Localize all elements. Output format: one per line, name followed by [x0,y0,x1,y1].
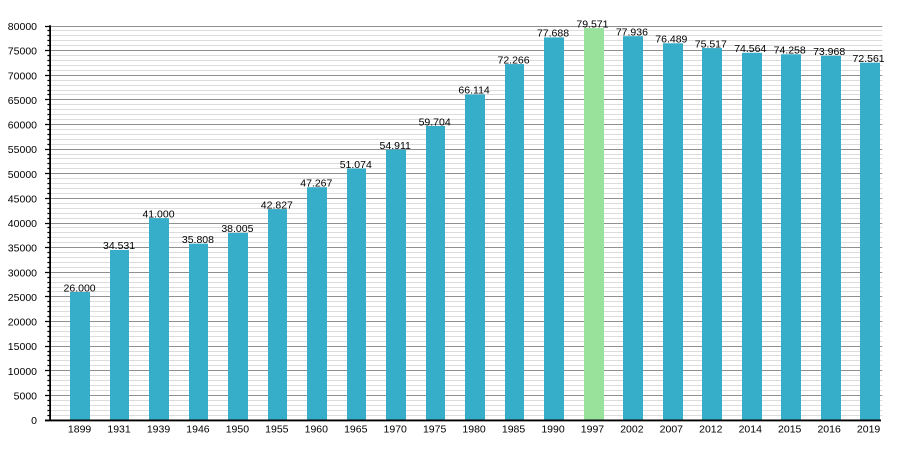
svg-text:35000: 35000 [8,243,37,255]
svg-text:2015: 2015 [778,424,802,436]
svg-text:1985: 1985 [502,424,526,436]
svg-text:73.968: 73.968 [813,46,845,58]
svg-text:5000: 5000 [14,390,38,402]
svg-text:1960: 1960 [305,424,329,436]
svg-text:2007: 2007 [660,424,684,436]
svg-text:75.517: 75.517 [695,38,727,50]
svg-text:38.005: 38.005 [221,223,253,235]
svg-text:1899: 1899 [68,424,92,436]
svg-text:72.561: 72.561 [853,53,885,65]
svg-text:65000: 65000 [8,95,37,107]
svg-text:80000: 80000 [8,21,37,33]
svg-text:20000: 20000 [8,317,37,329]
svg-text:77.688: 77.688 [537,28,569,40]
svg-text:1946: 1946 [186,424,210,436]
svg-text:30000: 30000 [8,267,37,279]
svg-text:2012: 2012 [699,424,723,436]
svg-text:1975: 1975 [423,424,447,436]
svg-text:1970: 1970 [384,424,408,436]
svg-text:54.911: 54.911 [380,140,411,152]
svg-text:75000: 75000 [8,46,37,58]
svg-text:1980: 1980 [462,424,486,436]
svg-text:77.936: 77.936 [616,26,648,38]
svg-text:74.564: 74.564 [734,43,766,55]
svg-text:1990: 1990 [541,424,565,436]
svg-text:1931: 1931 [107,424,131,436]
svg-text:2019: 2019 [857,424,881,436]
svg-text:25000: 25000 [8,292,37,304]
svg-text:10000: 10000 [8,366,37,378]
svg-text:70000: 70000 [8,70,37,82]
svg-text:60000: 60000 [8,120,37,132]
svg-text:72.266: 72.266 [497,54,529,66]
svg-text:1950: 1950 [226,424,250,436]
svg-text:47.267: 47.267 [300,178,332,190]
svg-text:26.000: 26.000 [64,282,96,294]
svg-text:1955: 1955 [265,424,289,436]
svg-text:66.114: 66.114 [458,85,489,97]
svg-text:2016: 2016 [817,424,841,436]
svg-text:34.531: 34.531 [103,240,135,252]
svg-text:45000: 45000 [8,193,37,205]
svg-text:2014: 2014 [739,424,763,436]
svg-text:15000: 15000 [8,341,37,353]
svg-text:1997: 1997 [581,424,605,436]
svg-text:42.827: 42.827 [261,199,293,211]
svg-text:40000: 40000 [8,218,37,230]
svg-text:0: 0 [31,415,37,427]
svg-text:1939: 1939 [147,424,171,436]
svg-text:74.258: 74.258 [774,45,806,57]
svg-text:2002: 2002 [620,424,644,436]
svg-text:59.704: 59.704 [419,116,451,128]
svg-text:1965: 1965 [344,424,368,436]
svg-text:35.808: 35.808 [182,234,214,246]
svg-text:76.489: 76.489 [655,34,687,46]
svg-text:79.571: 79.571 [576,18,608,30]
svg-text:55000: 55000 [8,144,37,156]
svg-text:50000: 50000 [8,169,37,181]
svg-text:51.074: 51.074 [340,159,372,171]
svg-text:41.000: 41.000 [142,208,174,220]
